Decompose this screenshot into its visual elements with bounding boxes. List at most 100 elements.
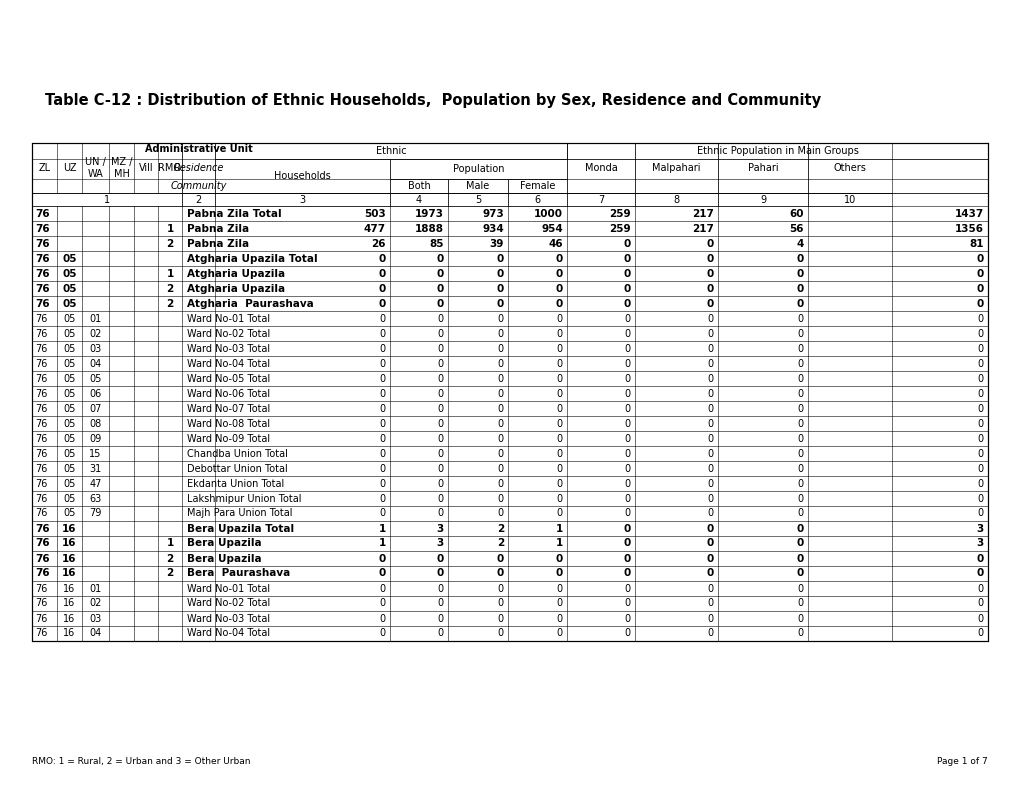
Text: 0: 0: [707, 359, 713, 369]
Text: Pahari: Pahari: [747, 163, 777, 173]
Bar: [807, 193, 892, 206]
Text: 16: 16: [62, 538, 76, 548]
Text: Malpahari: Malpahari: [651, 163, 700, 173]
Text: 0: 0: [976, 284, 983, 293]
Text: 0: 0: [625, 359, 631, 369]
Text: 0: 0: [556, 463, 562, 474]
Text: 0: 0: [437, 448, 443, 459]
Text: 0: 0: [496, 299, 503, 308]
Text: 08: 08: [90, 418, 102, 429]
Text: 05: 05: [62, 254, 76, 263]
Text: 0: 0: [379, 629, 385, 638]
Text: 0: 0: [977, 614, 983, 623]
Text: 46: 46: [548, 239, 562, 248]
Text: 76: 76: [35, 493, 47, 504]
Text: 05: 05: [63, 374, 75, 384]
Text: 0: 0: [379, 418, 385, 429]
Text: 60: 60: [789, 209, 803, 218]
Text: Others: Others: [833, 163, 865, 173]
Text: 0: 0: [624, 269, 631, 278]
Text: 0: 0: [797, 388, 803, 399]
Text: 1: 1: [378, 538, 385, 548]
Text: 16: 16: [62, 568, 76, 578]
Text: Atgharia Upazila Total: Atgharia Upazila Total: [186, 254, 317, 263]
Text: 0: 0: [556, 344, 562, 354]
Text: 0: 0: [625, 329, 631, 339]
Text: Ward No-04 Total: Ward No-04 Total: [186, 629, 270, 638]
Text: 0: 0: [707, 388, 713, 399]
Text: Ward No-09 Total: Ward No-09 Total: [186, 433, 270, 444]
Text: 0: 0: [556, 374, 562, 384]
Text: 0: 0: [379, 329, 385, 339]
Text: 0: 0: [797, 329, 803, 339]
Text: 0: 0: [436, 299, 443, 308]
Text: 0: 0: [556, 493, 562, 504]
Text: 0: 0: [706, 553, 713, 563]
Text: 0: 0: [378, 553, 385, 563]
Text: 0: 0: [977, 448, 983, 459]
Text: 0: 0: [556, 599, 562, 608]
Text: 0: 0: [437, 493, 443, 504]
Text: 0: 0: [555, 284, 562, 293]
Text: Ward No-08 Total: Ward No-08 Total: [186, 418, 270, 429]
Text: 0: 0: [497, 403, 503, 414]
Text: 0: 0: [625, 403, 631, 414]
Bar: [215, 193, 389, 206]
Text: 05: 05: [62, 269, 76, 278]
Text: 0: 0: [556, 329, 562, 339]
Text: 15: 15: [90, 448, 102, 459]
Text: 0: 0: [625, 614, 631, 623]
Text: 0: 0: [707, 344, 713, 354]
Text: 0: 0: [796, 299, 803, 308]
Bar: [717, 143, 807, 193]
Text: 76: 76: [35, 209, 50, 218]
Text: 63: 63: [90, 493, 102, 504]
Text: 0: 0: [497, 583, 503, 593]
Text: 76: 76: [35, 568, 50, 578]
Text: 3: 3: [300, 195, 306, 205]
Text: 16: 16: [62, 523, 76, 533]
Text: 0: 0: [797, 583, 803, 593]
Text: 05: 05: [63, 314, 75, 324]
Text: 76: 76: [35, 388, 47, 399]
Text: 0: 0: [437, 374, 443, 384]
Text: Ward No-01 Total: Ward No-01 Total: [186, 314, 270, 324]
Text: Pabna Zila: Pabna Zila: [186, 224, 249, 233]
Text: Pabna Zila: Pabna Zila: [186, 239, 249, 248]
Bar: [807, 143, 892, 193]
Text: 05: 05: [63, 493, 75, 504]
Text: 0: 0: [497, 463, 503, 474]
Text: 0: 0: [796, 269, 803, 278]
Text: 0: 0: [436, 568, 443, 578]
Text: 76: 76: [35, 523, 50, 533]
Text: 0: 0: [497, 448, 503, 459]
Text: Community: Community: [170, 181, 226, 191]
Text: 217: 217: [692, 209, 713, 218]
Text: 0: 0: [555, 269, 562, 278]
Text: Bera Upazila: Bera Upazila: [186, 538, 261, 548]
Text: 0: 0: [976, 254, 983, 263]
Text: 0: 0: [555, 254, 562, 263]
Text: 0: 0: [797, 478, 803, 489]
Text: Ethnic Population in Main Groups: Ethnic Population in Main Groups: [696, 146, 858, 156]
Text: 0: 0: [379, 388, 385, 399]
Text: 0: 0: [437, 508, 443, 519]
Text: 0: 0: [624, 523, 631, 533]
Text: UZ: UZ: [62, 163, 76, 173]
Text: 0: 0: [707, 614, 713, 623]
Text: 0: 0: [378, 284, 385, 293]
Text: 0: 0: [707, 583, 713, 593]
Text: Debottar Union Total: Debottar Union Total: [186, 463, 287, 474]
Text: 0: 0: [625, 433, 631, 444]
Text: 0: 0: [707, 463, 713, 474]
Text: 0: 0: [555, 299, 562, 308]
Text: 0: 0: [625, 478, 631, 489]
Text: 2: 2: [166, 553, 173, 563]
Text: 0: 0: [624, 239, 631, 248]
Text: 0: 0: [496, 553, 503, 563]
Text: 0: 0: [977, 478, 983, 489]
Text: Ward No-05 Total: Ward No-05 Total: [186, 374, 270, 384]
Text: 0: 0: [976, 568, 983, 578]
Text: 1: 1: [104, 195, 110, 205]
Text: 0: 0: [496, 284, 503, 293]
